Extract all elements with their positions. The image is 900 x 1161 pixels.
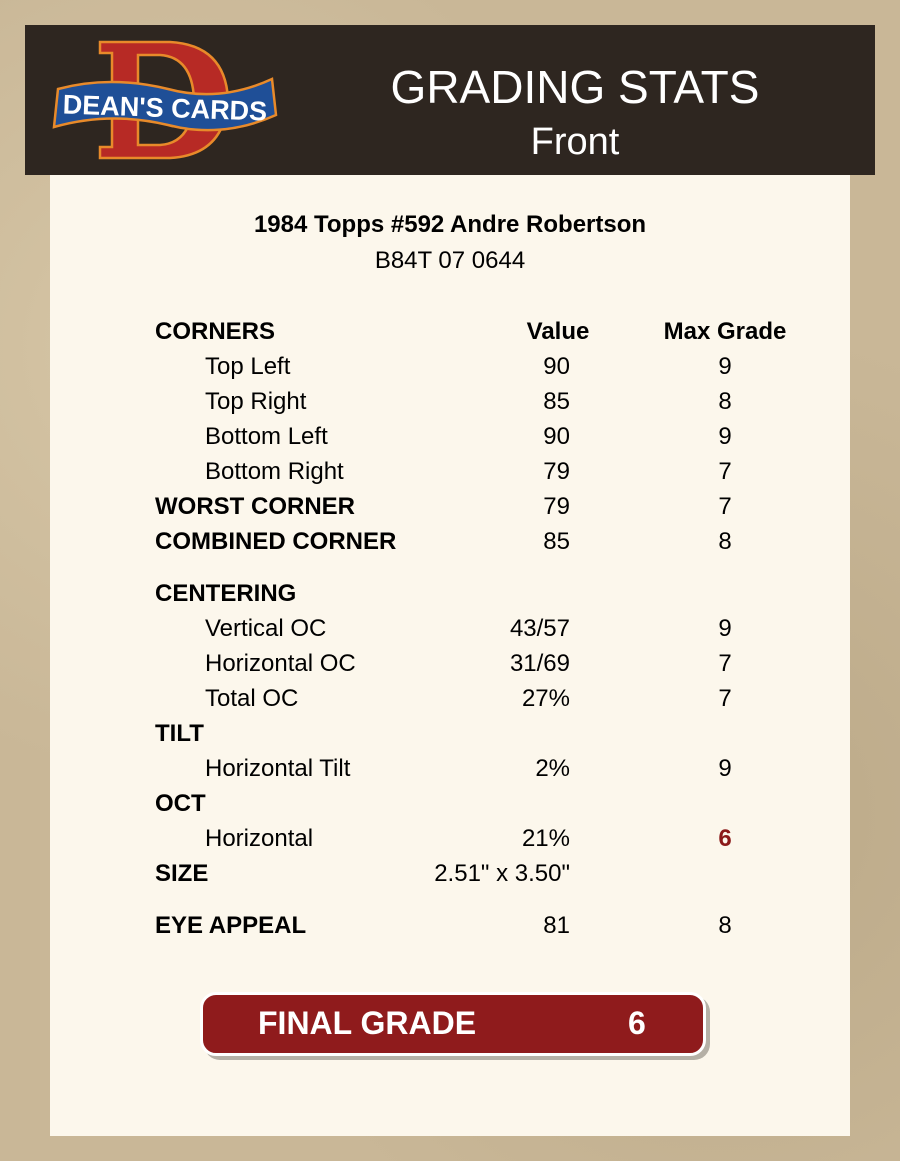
- final-grade-value: 6: [628, 1005, 646, 1041]
- row-value: 85: [543, 528, 570, 555]
- row-label: CORNERS: [155, 318, 276, 345]
- row-label: SIZE: [155, 860, 209, 887]
- row-label: Bottom Right: [205, 458, 344, 485]
- table-row: OCT: [155, 786, 805, 821]
- row-value: 27%: [521, 685, 570, 712]
- row-label: EYE APPEAL: [155, 912, 307, 939]
- table-row: Bottom Right 79 7: [155, 454, 805, 489]
- header: DEAN'S CARDS GRADING STATS Front: [25, 25, 875, 175]
- row-max-grade: 7: [718, 458, 732, 485]
- row-max-grade: 7: [718, 650, 732, 677]
- table-row: COMBINED CORNER 85 8: [155, 524, 805, 559]
- grading-table: CORNERS Value Max Grade Top Left 90 9 Top Righ…: [155, 314, 805, 943]
- row-value: 31/69: [509, 650, 570, 677]
- table-row: Horizontal Tilt 2% 9: [155, 751, 805, 786]
- row-value: 90: [543, 423, 570, 450]
- deans-cards-logo: DEAN'S CARDS: [52, 40, 278, 160]
- row-label: COMBINED CORNER: [155, 528, 397, 555]
- table-row: Horizontal OC 31/69 7: [155, 646, 805, 681]
- row-label: CENTERING: [155, 580, 297, 607]
- row-value: 2%: [535, 755, 570, 782]
- value-column-header: Value: [526, 318, 590, 345]
- row-label: OCT: [155, 790, 206, 817]
- row-label: Horizontal Tilt: [205, 755, 351, 782]
- row-label: Horizontal OC: [205, 650, 356, 677]
- svg-text:DEAN'S CARDS: DEAN'S CARDS: [62, 89, 267, 126]
- final-grade-banner: FINAL GRADE 6: [200, 992, 706, 1056]
- row-value: 85: [543, 388, 570, 415]
- row-max-grade: 8: [718, 912, 732, 939]
- row-max-grade: 8: [718, 528, 732, 555]
- row-max-grade: 9: [718, 615, 732, 642]
- table-row: EYE APPEAL 81 8: [155, 908, 805, 943]
- row-max-grade: 9: [718, 423, 732, 450]
- row-label: TILT: [155, 720, 204, 747]
- row-max-grade: 7: [718, 685, 732, 712]
- final-grade-label: FINAL GRADE: [258, 1005, 477, 1041]
- row-value: 79: [543, 458, 570, 485]
- table-row: Total OC 27% 7: [155, 681, 805, 716]
- card-title: 1984 Topps #592 Andre Robertson: [253, 211, 647, 238]
- table-row: Bottom Left 90 9: [155, 419, 805, 454]
- row-value: 90: [543, 353, 570, 380]
- header-title: GRADING STATS: [390, 61, 760, 113]
- row-label: Vertical OC: [205, 615, 327, 642]
- table-row: CORNERS Value Max Grade: [155, 314, 805, 349]
- row-max-grade: 9: [718, 353, 732, 380]
- table-row: Horizontal 21% 6: [155, 821, 805, 856]
- row-label: Horizontal: [205, 825, 314, 852]
- row-max-grade: 7: [718, 493, 732, 520]
- table-row: Vertical OC 43/57 9: [155, 611, 805, 646]
- row-value: 21%: [521, 825, 570, 852]
- row-max-grade: 9: [718, 755, 732, 782]
- row-label: Top Right: [205, 388, 307, 415]
- table-row: Top Right 85 8: [155, 384, 805, 419]
- row-label: Total OC: [205, 685, 299, 712]
- row-max-grade: 6: [718, 825, 732, 852]
- row-label: Top Left: [205, 353, 291, 380]
- row-value: 81: [543, 912, 570, 939]
- row-max-grade: 8: [718, 388, 732, 415]
- row-value: 43/57: [509, 615, 570, 642]
- grading-panel: 1984 Topps #592 Andre Robertson B84T 07 …: [50, 175, 850, 1136]
- row-value: 79: [543, 493, 570, 520]
- table-row: Top Left 90 9: [155, 349, 805, 384]
- header-subtitle: Front: [530, 121, 620, 163]
- max-grade-column-header: Max Grade: [663, 318, 787, 345]
- table-row: TILT: [155, 716, 805, 751]
- table-row: CENTERING: [155, 576, 805, 611]
- table-row: SIZE 2.51" x 3.50": [155, 856, 805, 891]
- row-label: WORST CORNER: [155, 493, 355, 520]
- row-value: 2.51" x 3.50": [434, 860, 570, 887]
- table-row: WORST CORNER 79 7: [155, 489, 805, 524]
- card-code: B84T 07 0644: [374, 247, 526, 274]
- row-label: Bottom Left: [205, 423, 328, 450]
